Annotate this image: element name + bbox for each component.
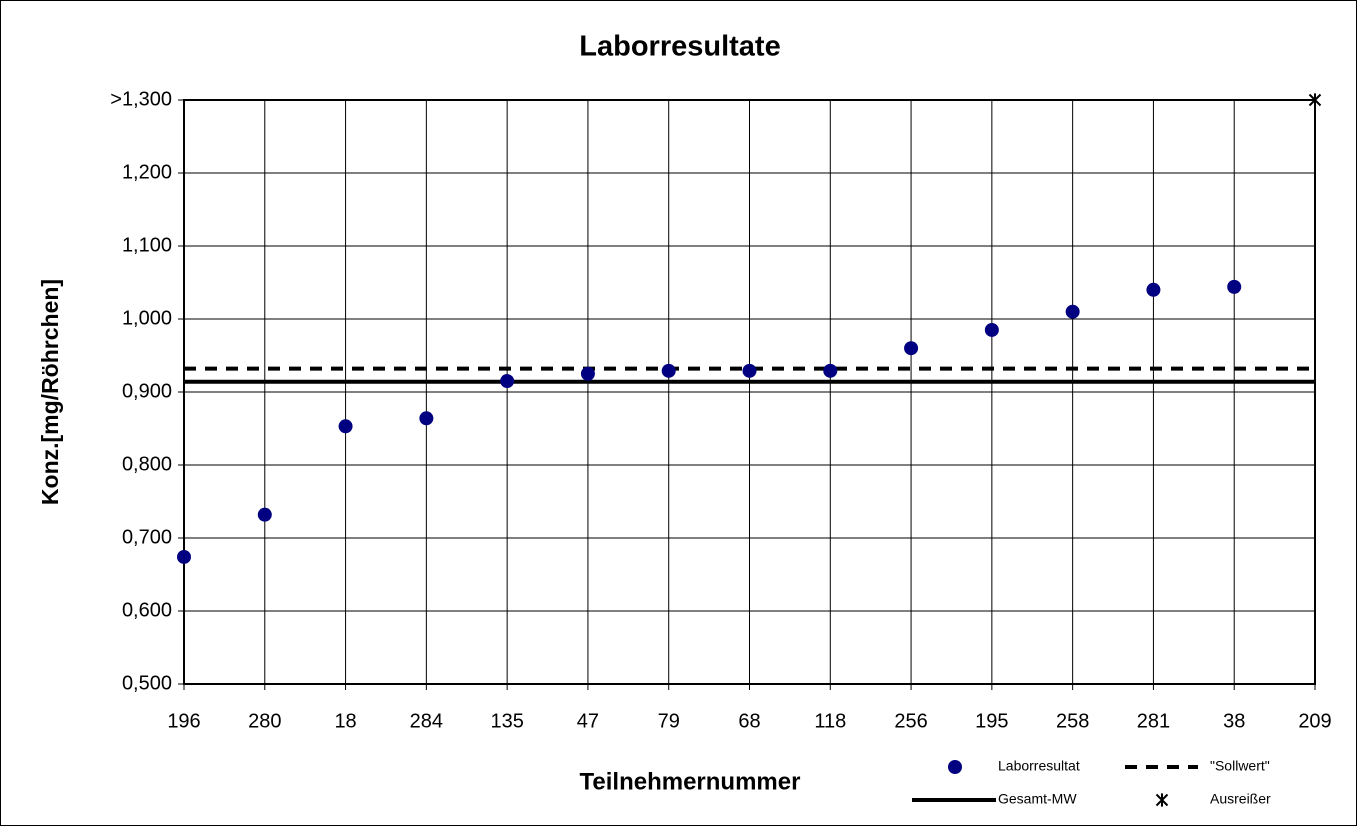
y-tick-label: 1,100 bbox=[122, 234, 172, 256]
x-tick-label: 68 bbox=[738, 710, 760, 732]
y-tick-label: 1,000 bbox=[122, 307, 172, 329]
x-tick-label: 280 bbox=[248, 710, 281, 732]
data-point bbox=[419, 411, 434, 426]
data-point bbox=[984, 322, 999, 337]
legend-label: Gesamt-MW bbox=[998, 791, 1077, 807]
data-point bbox=[661, 363, 676, 378]
y-tick-label: >1,300 bbox=[110, 88, 172, 110]
chart-title: Laborresultate bbox=[579, 31, 780, 63]
x-tick-label: 209 bbox=[1298, 710, 1331, 732]
y-axis-label: Konz.[mg/Röhrchen] bbox=[37, 279, 63, 505]
legend-label: "Sollwert" bbox=[1210, 758, 1270, 774]
data-point bbox=[1227, 279, 1242, 294]
x-tick-label: 195 bbox=[975, 710, 1008, 732]
data-point bbox=[742, 363, 757, 378]
x-tick-label: 79 bbox=[658, 710, 680, 732]
y-tick-label: 0,900 bbox=[122, 380, 172, 402]
plot-border bbox=[183, 99, 1316, 685]
x-tick-label: 18 bbox=[334, 710, 356, 732]
data-point bbox=[338, 419, 353, 434]
data-point bbox=[257, 507, 272, 522]
data-point bbox=[177, 549, 191, 564]
data-point bbox=[580, 366, 595, 381]
legend-label: Laborresultat bbox=[998, 758, 1080, 774]
y-tick-label: 0,800 bbox=[122, 453, 172, 475]
x-tick-label: 47 bbox=[577, 710, 599, 732]
data-point bbox=[1065, 304, 1080, 319]
x-tick-label: 284 bbox=[410, 710, 443, 732]
data-point bbox=[500, 374, 515, 389]
x-tick-label: 281 bbox=[1137, 710, 1170, 732]
data-point bbox=[904, 341, 919, 356]
y-tick-label: 1,200 bbox=[122, 161, 172, 183]
legend-marker bbox=[1155, 793, 1169, 807]
data-point bbox=[1146, 282, 1161, 297]
x-tick-label: 135 bbox=[490, 710, 523, 732]
x-tick-label: 196 bbox=[167, 710, 200, 732]
x-tick-label: 258 bbox=[1056, 710, 1089, 732]
y-tick-label: 0,600 bbox=[122, 599, 172, 621]
legend-label: Ausreißer bbox=[1210, 791, 1271, 807]
y-tick-label: 0,700 bbox=[122, 526, 172, 548]
data-point bbox=[823, 363, 838, 378]
legend-marker bbox=[948, 760, 962, 774]
x-tick-label: 256 bbox=[894, 710, 927, 732]
x-tick-label: 38 bbox=[1223, 710, 1245, 732]
y-tick-label: 0,500 bbox=[122, 672, 172, 694]
data-point bbox=[1308, 93, 1322, 107]
x-tick-label: 118 bbox=[814, 710, 846, 732]
x-axis-label: Teilnehmernummer bbox=[580, 768, 801, 795]
